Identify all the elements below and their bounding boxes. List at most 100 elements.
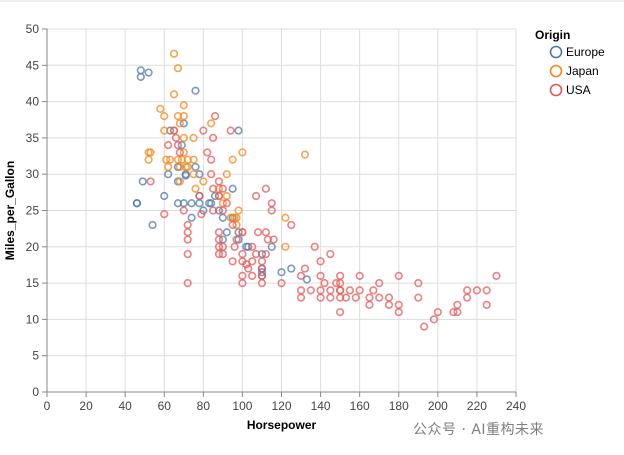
- data-point-usa: [384, 293, 394, 302]
- data-point-usa: [197, 210, 206, 219]
- data-point-usa: [463, 286, 472, 295]
- data-point-japan: [160, 112, 169, 121]
- data-point-usa: [414, 279, 423, 288]
- data-point-usa: [482, 300, 491, 309]
- data-point-japan: [166, 155, 175, 164]
- data-point-usa: [257, 257, 267, 266]
- data-point-usa: [394, 271, 403, 280]
- data-point-usa: [261, 249, 270, 259]
- data-point-europe: [207, 199, 216, 208]
- data-point-europe: [210, 191, 220, 201]
- data-point-usa: [365, 300, 374, 309]
- data-point-usa: [232, 235, 241, 244]
- data-point-usa: [230, 242, 239, 251]
- data-point-usa: [300, 264, 310, 273]
- data-point-usa: [267, 199, 276, 208]
- data-point-usa: [253, 228, 263, 237]
- data-point-europe: [228, 184, 237, 193]
- data-point-usa: [310, 242, 319, 251]
- data-point-usa: [183, 279, 192, 288]
- data-point-usa: [316, 271, 325, 280]
- data-point-europe: [191, 86, 200, 95]
- data-point-europe: [148, 220, 157, 230]
- data-point-japan: [300, 150, 310, 159]
- data-point-europe: [187, 213, 196, 222]
- data-point-japan: [234, 206, 243, 215]
- data-point-usa: [199, 126, 208, 135]
- y-tick-label: 50: [26, 22, 40, 36]
- data-point-europe: [257, 268, 267, 277]
- data-point-usa: [218, 184, 227, 193]
- y-tick-label: 10: [26, 312, 40, 326]
- data-point-europe: [136, 66, 145, 75]
- data-point-usa: [214, 191, 224, 201]
- data-point-japan: [238, 148, 247, 157]
- data-point-usa: [296, 293, 306, 302]
- y-tick-label: 25: [26, 204, 40, 218]
- data-point-usa: [248, 271, 257, 280]
- data-point-usa: [375, 293, 384, 302]
- data-point-europe: [277, 268, 286, 277]
- legend: Origin Europe Japan USA: [535, 28, 605, 97]
- data-point-europe: [195, 199, 204, 208]
- data-point-usa: [209, 206, 218, 215]
- data-point-usa: [449, 308, 458, 317]
- x-axis-title: Horsepower: [247, 418, 317, 432]
- data-point-usa: [164, 141, 173, 150]
- data-point-japan: [144, 155, 153, 164]
- data-point-japan: [173, 64, 183, 73]
- data-point-usa: [384, 300, 394, 309]
- data-point-usa: [351, 293, 360, 302]
- data-point-usa: [336, 308, 345, 317]
- data-point-usa: [207, 170, 216, 179]
- x-tick-label: 40: [118, 399, 132, 413]
- data-point-japan: [189, 133, 198, 142]
- axes: 0 20 40 60 80 100 120 140 160 180 200 220 240 0 5 10 15 2…: [3, 22, 526, 432]
- data-point-usa: [226, 126, 235, 135]
- data-point-usa: [248, 242, 257, 251]
- legend-symbol-europe: [549, 45, 563, 59]
- data-point-usa: [320, 279, 329, 288]
- data-point-japan: [146, 148, 155, 157]
- data-point-usa: [453, 300, 462, 309]
- data-point-europe: [187, 199, 196, 208]
- data-point-usa: [355, 286, 364, 295]
- data-point-usa: [365, 293, 374, 302]
- data-point-usa: [287, 220, 296, 230]
- data-point-japan: [162, 155, 171, 164]
- data-point-europe: [302, 275, 312, 284]
- data-point-usa: [316, 257, 325, 266]
- legend-title: Origin: [535, 28, 570, 42]
- data-point-usa: [336, 286, 345, 295]
- data-point-usa: [345, 286, 354, 295]
- top-divider: [0, 0, 624, 2]
- data-point-usa: [244, 264, 253, 273]
- series-japan: [144, 49, 310, 251]
- data-point-japan: [160, 126, 169, 135]
- data-point-usa: [336, 271, 345, 280]
- data-point-usa: [341, 293, 351, 302]
- data-point-usa: [207, 155, 216, 164]
- x-tick-label: 160: [350, 399, 370, 413]
- data-point-usa: [433, 308, 442, 317]
- data-point-usa: [238, 228, 247, 237]
- data-point-japan: [179, 112, 188, 121]
- data-point-usa: [296, 286, 306, 295]
- data-point-japan: [169, 90, 179, 99]
- data-point-usa: [171, 133, 181, 142]
- data-point-usa: [251, 191, 261, 201]
- data-point-usa: [183, 228, 192, 237]
- data-point-usa: [209, 133, 218, 142]
- x-tick-label: 0: [44, 399, 51, 413]
- data-point-japan: [207, 119, 216, 128]
- data-point-usa: [251, 249, 261, 259]
- y-tick-label: 45: [26, 58, 40, 72]
- data-point-japan: [156, 104, 165, 113]
- x-tick-label: 200: [428, 399, 448, 413]
- data-point-europe: [234, 126, 243, 135]
- data-point-usa: [414, 293, 423, 302]
- data-point-usa: [394, 308, 403, 317]
- data-point-europe: [132, 199, 141, 208]
- y-tick-label: 40: [26, 95, 40, 109]
- series-usa: [146, 112, 501, 331]
